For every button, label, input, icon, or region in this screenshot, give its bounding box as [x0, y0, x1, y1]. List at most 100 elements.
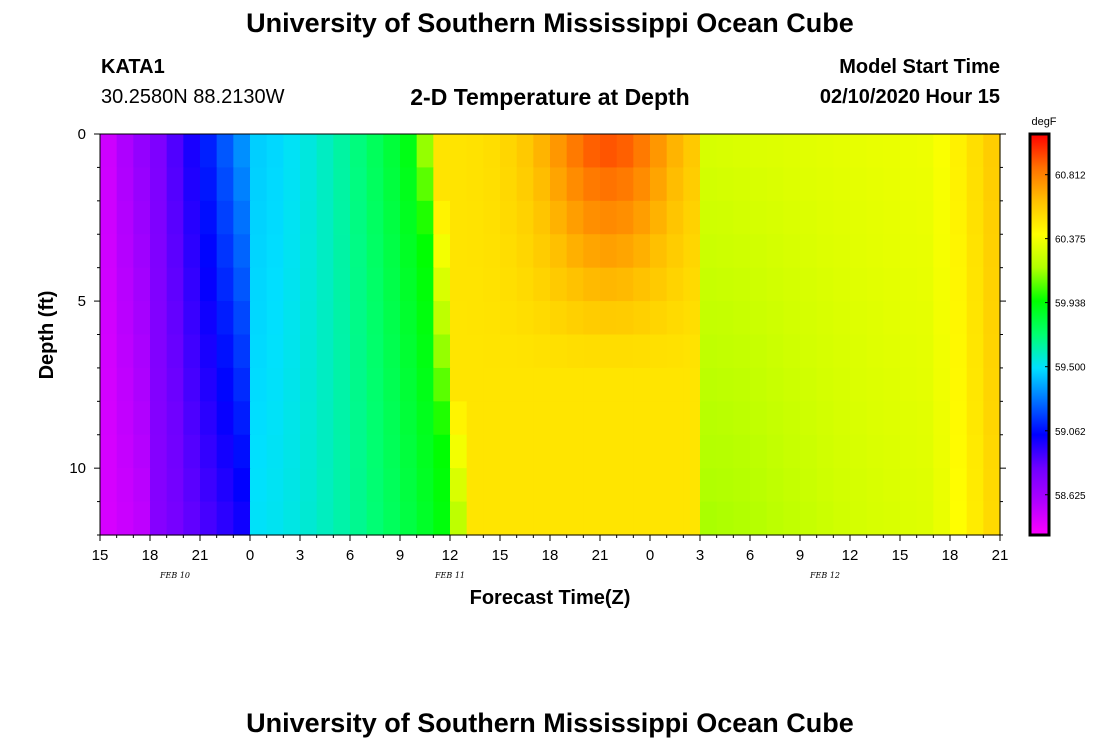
heatmap-cell [850, 468, 868, 503]
heatmap-cell [583, 434, 601, 469]
heatmap-cell [550, 167, 568, 202]
heatmap-cell [100, 401, 118, 436]
heatmap-cell [533, 501, 551, 536]
heatmap-cell [350, 267, 368, 302]
x-tick-label: 9 [796, 547, 804, 564]
heatmap-cell [816, 468, 834, 503]
heatmap-cell [166, 401, 184, 436]
heatmap-cell [100, 267, 118, 302]
heatmap-cell [366, 167, 384, 202]
heatmap-cell [750, 367, 768, 402]
heatmap-cell [633, 301, 651, 336]
heatmap-cell [250, 501, 268, 536]
heatmap-cell [400, 501, 418, 536]
heatmap-cell [500, 301, 518, 336]
heatmap-cell [600, 334, 618, 369]
heatmap-cell [766, 167, 784, 202]
heatmap-cell [950, 267, 968, 302]
heatmap-cell [300, 301, 318, 336]
heatmap-cell [200, 501, 218, 536]
heatmap-cell [383, 468, 401, 503]
heatmap-cell [266, 434, 284, 469]
heatmap-cell [383, 167, 401, 202]
heatmap-cell [616, 301, 634, 336]
heatmap-cell [666, 200, 684, 235]
heatmap-cell [766, 134, 784, 169]
heatmap-cell [916, 234, 934, 269]
y-tick-label: 5 [78, 293, 86, 310]
heatmap-cell [133, 267, 151, 302]
heatmap-cell [483, 167, 501, 202]
heatmap-cell [733, 367, 751, 402]
heatmap-cell [216, 167, 234, 202]
heatmap-cell [150, 501, 168, 536]
heatmap-cell [100, 301, 118, 336]
heatmap-cell [450, 267, 468, 302]
heatmap-cell [350, 301, 368, 336]
heatmap-cell [366, 367, 384, 402]
heatmap-cell [716, 134, 734, 169]
heatmap-cell [650, 234, 668, 269]
heatmap-cell [950, 134, 968, 169]
heatmap-cell [633, 367, 651, 402]
heatmap-cell [633, 134, 651, 169]
heatmap-cell [700, 367, 718, 402]
heatmap-cell [216, 200, 234, 235]
heatmap-cell [333, 134, 351, 169]
heatmap-cell [350, 134, 368, 169]
heatmap-cell [233, 167, 251, 202]
y-tick-label: 0 [78, 126, 86, 143]
heatmap-cell [483, 401, 501, 436]
colorbar-tick-label: 59.938 [1055, 299, 1086, 310]
heatmap-cell [200, 468, 218, 503]
heatmap-cell [866, 501, 884, 536]
heatmap-cell [783, 468, 801, 503]
heatmap-cell [916, 334, 934, 369]
heatmap-cell [900, 267, 918, 302]
heatmap-cell [350, 167, 368, 202]
heatmap-cell [533, 334, 551, 369]
heatmap-cell [450, 401, 468, 436]
heatmap-cell [350, 401, 368, 436]
heatmap-cell [633, 200, 651, 235]
heatmap-cell [700, 434, 718, 469]
heatmap-cell [733, 501, 751, 536]
heatmap-cell [483, 200, 501, 235]
heatmap-cell [233, 434, 251, 469]
heatmap-cell [450, 501, 468, 536]
x-tick-label: 9 [396, 547, 404, 564]
heatmap-cell [683, 367, 701, 402]
colorbar-tick-label: 60.375 [1055, 235, 1086, 246]
heatmap-cell [466, 434, 484, 469]
heatmap-cell [833, 167, 851, 202]
heatmap-cell [183, 367, 201, 402]
heatmap-cell [816, 367, 834, 402]
date-label: FEB 12 [809, 571, 840, 580]
heatmap-cell [533, 401, 551, 436]
heatmap-cell [533, 367, 551, 402]
heatmap-cell [866, 367, 884, 402]
heatmap-cell [466, 167, 484, 202]
heatmap-cell [616, 200, 634, 235]
heatmap-cell [200, 334, 218, 369]
heatmap-cell [400, 468, 418, 503]
heatmap-cell [150, 134, 168, 169]
heatmap-cell [833, 200, 851, 235]
heatmap-cell [716, 267, 734, 302]
x-tick-label: 3 [696, 547, 704, 564]
heatmap-cell [150, 167, 168, 202]
heatmap-cell [716, 501, 734, 536]
heatmap-cell [300, 434, 318, 469]
heatmap-cell [866, 334, 884, 369]
heatmap-cell [716, 200, 734, 235]
heatmap-cell [500, 434, 518, 469]
heatmap-cell [233, 334, 251, 369]
heatmap-cell [866, 468, 884, 503]
heatmap-cell [766, 334, 784, 369]
heatmap-cell [566, 267, 584, 302]
heatmap-cell [116, 468, 134, 503]
heatmap-cell [283, 200, 301, 235]
heatmap-cell [350, 234, 368, 269]
heatmap-cell [383, 367, 401, 402]
